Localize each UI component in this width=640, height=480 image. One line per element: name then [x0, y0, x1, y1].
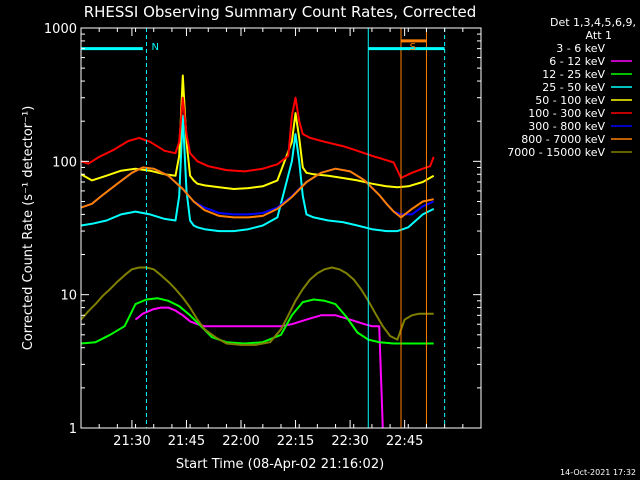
flag-annotation-s: S: [410, 42, 416, 53]
legend-label: 50 - 100 keV: [535, 94, 605, 107]
series-line-300-to-800kev: [80, 166, 435, 216]
series-line-25-to-50kev: [80, 114, 435, 233]
series-line-100-to-300kev: [80, 96, 435, 179]
series-line-50-to-100kev: [80, 74, 435, 190]
series-line-800-to-7000kev: [80, 166, 434, 219]
chart-title: RHESSI Observing Summary Count Rates, Co…: [84, 3, 477, 21]
legend-header-line-1: Det 1,3,4,5,6,9,: [550, 16, 636, 29]
legend-label: 3 - 6 keV: [556, 42, 605, 55]
x-tick-label: 22:30: [331, 434, 368, 449]
series-line-3-to-6kev: [134, 352, 380, 429]
flag-annotation-n: N: [151, 42, 158, 53]
y-tick-label: 1: [69, 422, 77, 437]
legend-label: 300 - 800 keV: [528, 120, 605, 133]
y-tick-label: 100: [52, 155, 77, 170]
legend-label: 100 - 300 keV: [528, 107, 605, 120]
legend-label: 25 - 50 keV: [542, 81, 605, 94]
series-layer: [80, 74, 435, 429]
x-tick-label: 22:15: [277, 434, 314, 449]
x-tick-label: 22:00: [222, 434, 259, 449]
legend-label: 6 - 12 keV: [549, 55, 605, 68]
x-tick-label: 21:30: [113, 434, 150, 449]
series-line-7000-to-15000kev: [80, 266, 434, 346]
x-tick-label: 21:45: [168, 434, 205, 449]
axes-layer: 1 10 100 1000 21:30 21:45 22:00 22:15 22:30 22:45: [44, 22, 482, 449]
y-axis-label: Corrected Count Rate (s⁻¹ detector⁻¹): [21, 106, 36, 351]
legend-label: 800 - 7000 keV: [521, 133, 605, 146]
series-line-6-to-12kev: [134, 306, 384, 429]
legend-label: 7000 - 15000 keV: [507, 146, 605, 159]
y-tick-label: 10: [60, 289, 77, 304]
footer-timestamp: 14-Oct-2021 17:32: [560, 468, 636, 477]
x-axis-label: Start Time (08-Apr-02 21:16:02): [176, 457, 384, 472]
x-tick-label: 22:45: [386, 434, 423, 449]
plot-frame: [80, 27, 482, 429]
series-line-12-to-25kev: [80, 297, 434, 345]
legend-header-line-2: Att 1: [586, 29, 612, 42]
y-tick-label: 1000: [44, 22, 77, 37]
legend-label: 12 - 25 keV: [542, 68, 605, 81]
